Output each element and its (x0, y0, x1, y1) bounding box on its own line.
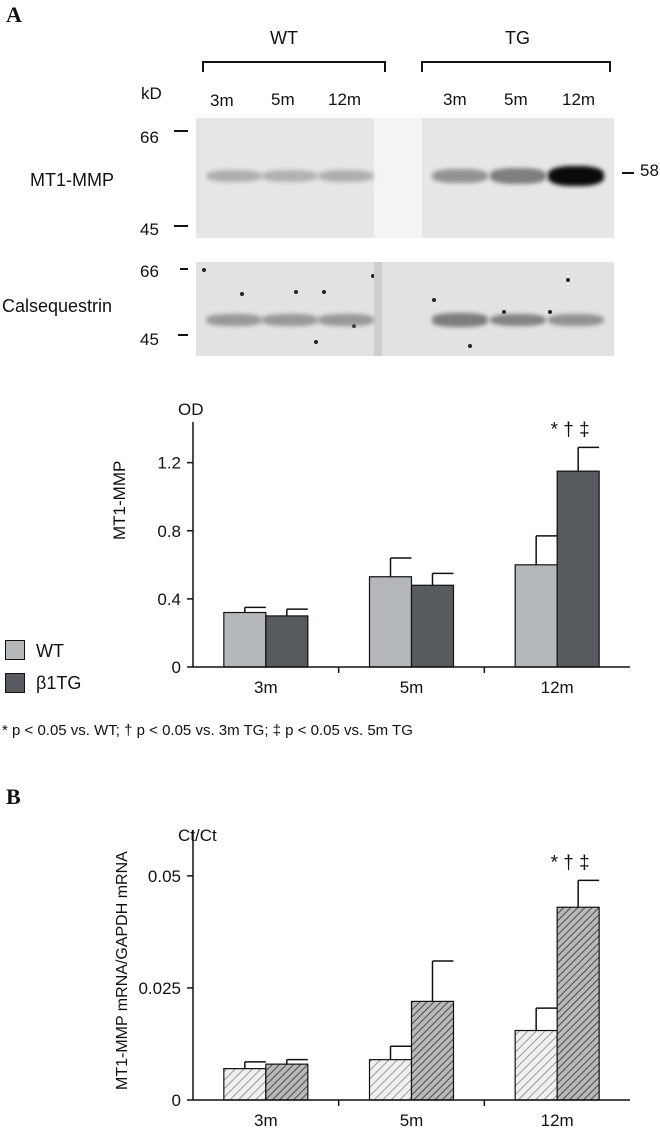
kd-label: kD (141, 84, 162, 103)
x-tick-label-12m: 12m (541, 1111, 574, 1128)
legend-swatch-tg (5, 673, 25, 693)
lane-label-tg-3m: 3m (443, 90, 467, 109)
y-tick-label-2: 0.8 (157, 522, 181, 541)
bracket-tg (421, 61, 611, 72)
mt1-marker-66: 66 (140, 128, 159, 147)
x-tick-label-3m: 3m (254, 1111, 278, 1128)
lane-label-wt-5m: 5m (271, 90, 295, 109)
chart-b-ylabel: MT1-MMP mRNA/GAPDH mRNA (114, 851, 131, 1090)
calseq-marker-66-tick (180, 268, 188, 270)
calseq-band-5 (548, 313, 604, 327)
legend-label-tg: β1TG (36, 673, 82, 693)
x-tick-label-5m: 5m (400, 1111, 424, 1128)
calseq-marker-45-tick (178, 334, 188, 336)
calseq-blot-label: Calsequestrin (2, 296, 113, 316)
bar-WT-5m (368, 576, 413, 668)
bar-β1TG-3m (265, 615, 309, 668)
calseq-band-4 (490, 313, 546, 327)
mt1-marker-58: 58 (640, 161, 659, 180)
chart-b-unit-label: Ct/Ct (178, 826, 217, 845)
lane-label-wt-3m: 3m (210, 91, 234, 110)
chart-a-unit-label: OD (178, 400, 204, 419)
calseq-marker-45: 45 (140, 330, 159, 349)
bar-WT-12m (514, 564, 558, 668)
y-tick-label-3: 1.2 (157, 454, 181, 473)
significance-annotation: * † ‡ (551, 852, 590, 873)
mt1-band-1 (262, 169, 318, 183)
group-brackets (202, 61, 611, 72)
legend-label-wt: WT (36, 641, 64, 661)
mt1-mmp-blot (196, 118, 614, 238)
group-label-tg: TG (505, 28, 530, 48)
chart-b-mrna: 0 0.025 0.05 3m 5m 12m * † ‡ (138, 830, 630, 1128)
y-tick-label-0: 0 (172, 1091, 181, 1110)
calseq-band-3 (432, 313, 488, 327)
bar-series0-3m (223, 1068, 267, 1101)
lane-label-tg-12m: 12m (562, 90, 596, 109)
chart-a-od: 0 0.4 0.8 1.2 3m 5m 12m * † ‡ (157, 419, 630, 697)
bracket-wt (202, 61, 386, 72)
y-tick-label-2: 0.05 (148, 867, 181, 886)
chart-a-ylabel: MT1-MMP (110, 460, 129, 540)
blot-seam (374, 262, 382, 356)
y-tick-label-1: 0.4 (157, 590, 181, 609)
mt1-blot-label: MT1-MMP (30, 170, 114, 190)
bar-series1-5m (410, 1000, 455, 1101)
calseq-band-1 (262, 314, 318, 326)
calseq-band-2 (318, 314, 374, 326)
panel-letter-b: B (6, 784, 21, 809)
y-tick-label-0: 0 (172, 658, 181, 677)
lane-label-wt-12m: 12m (328, 90, 362, 109)
calsequestrin-blot (196, 262, 614, 356)
y-tick-label-1: 0.025 (138, 979, 181, 998)
mt1-marker-58-tick (622, 172, 634, 174)
bar-β1TG-12m (556, 470, 600, 668)
calseq-marker-66: 66 (140, 262, 159, 281)
mt1-band-0 (206, 169, 262, 183)
mt1-band-5 (548, 166, 604, 186)
bar-series0-12m (514, 1029, 558, 1101)
bar-WT-3m (223, 611, 267, 668)
significance-annotation: * † ‡ (551, 419, 590, 440)
panel-letter-a: A (6, 2, 22, 27)
mt1-band-3 (432, 168, 488, 184)
legend-swatch-wt (5, 640, 25, 660)
mt1-marker-66-tick (174, 130, 188, 132)
footnote: * p < 0.05 vs. WT; † p < 0.05 vs. 3m TG;… (2, 722, 413, 739)
bar-series1-3m (265, 1063, 309, 1101)
x-tick-label-12m: 12m (541, 678, 574, 697)
mt1-band-4 (490, 168, 546, 184)
lane-label-tg-5m: 5m (504, 90, 528, 109)
blot-gap (374, 118, 422, 238)
bar-series1-12m (556, 906, 600, 1101)
group-label-wt: WT (270, 28, 298, 48)
mt1-marker-45-tick (174, 225, 188, 227)
bar-series0-5m (368, 1059, 413, 1101)
calseq-band-0 (206, 314, 262, 326)
mt1-marker-45: 45 (140, 220, 159, 239)
mt1-band-2 (318, 169, 374, 183)
x-tick-label-5m: 5m (400, 678, 424, 697)
bar-β1TG-5m (410, 584, 455, 668)
x-tick-label-3m: 3m (254, 678, 278, 697)
